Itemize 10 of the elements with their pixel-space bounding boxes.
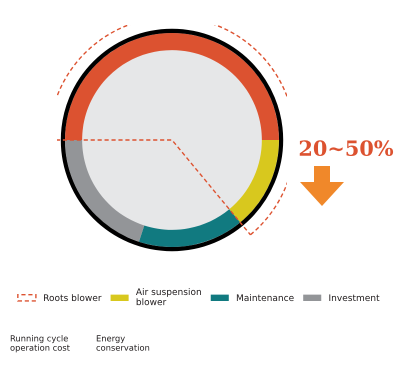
text: Roots blower xyxy=(44,294,102,302)
legend-label: Air suspension blower xyxy=(136,288,201,306)
donut-slice xyxy=(65,140,144,242)
legend-label: Investment xyxy=(329,294,380,302)
donut-slice xyxy=(138,209,240,247)
legend-label: Maintenance xyxy=(236,294,294,302)
text: Energy conservation xyxy=(96,335,150,351)
donut-slice xyxy=(229,140,279,222)
text: Running cycle operation cost xyxy=(10,335,70,352)
text: 20~50% xyxy=(300,140,394,156)
